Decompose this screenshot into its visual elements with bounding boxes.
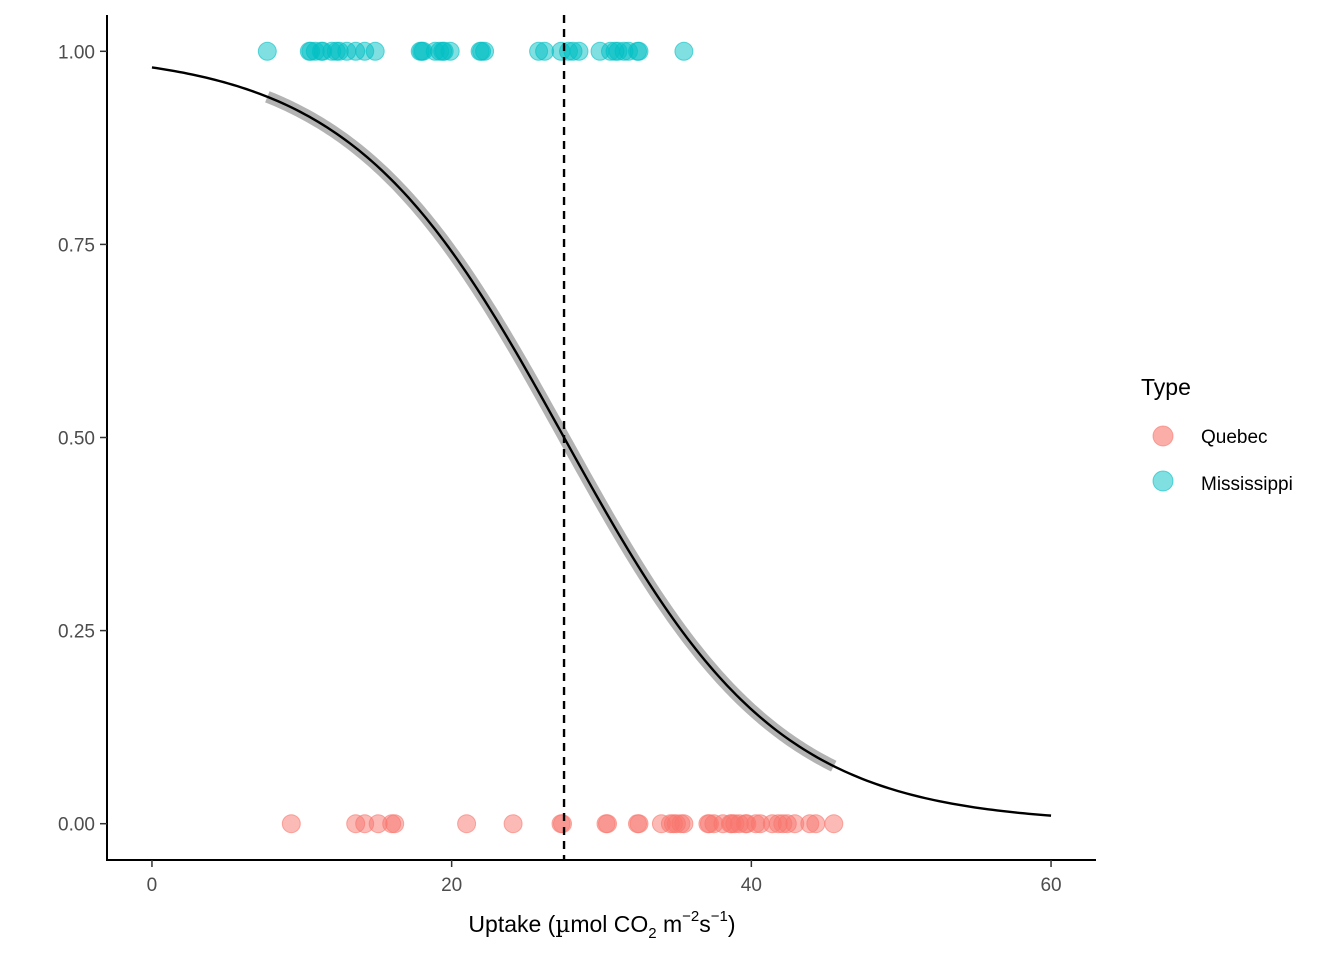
data-point-quebec [281,814,301,834]
legend-key-mississippi [1152,470,1174,492]
y-tick-label: 1.00 [58,42,95,63]
x-axis-title-close: ) [728,911,736,937]
x-tick-label: 0 [147,875,158,896]
y-tick-label: 0.25 [58,622,95,643]
data-point-mississippi [440,41,460,61]
data-point-mississippi [569,41,589,61]
legend-title: Type [1141,374,1191,400]
data-point-quebec [503,814,523,834]
plot-marks [151,15,1052,860]
axis-ticks: 0 20 40 60 0.00 0.25 0.50 0.75 1.00 [58,42,1062,896]
confidence-band [265,91,837,772]
data-point-quebec [674,814,694,834]
x-tick-label: 40 [741,875,762,896]
x-axis-title-mu: µ [555,912,570,938]
data-point-mississippi [365,41,385,61]
x-axis-title-subscript: 2 [648,925,656,942]
data-point-quebec [457,814,477,834]
y-tick-label: 0.50 [58,429,95,450]
data-point-mississippi [535,41,555,61]
y-tick-label: 0.00 [58,815,95,836]
data-point-mississippi [674,41,694,61]
x-axis-title-main: Uptake ( [468,911,555,937]
data-point-quebec [598,814,617,834]
data-point-mississippi [475,41,495,61]
x-axis-title: Uptake (µmol CO2 m−2s−1) [468,908,735,942]
x-axis-title-s: s [699,911,711,937]
legend-label-mississippi: Mississippi [1201,474,1293,495]
x-axis-title-m: m [657,911,683,937]
data-point-quebec [806,814,826,834]
data-point-quebec [553,814,572,834]
legend-key-quebec [1152,425,1174,447]
data-point-quebec [385,814,405,834]
data-point-mississippi [257,41,277,61]
legend: Type Quebec Mississippi [1141,374,1293,495]
x-axis-title-m-superscript: −2 [682,908,699,925]
data-point-quebec [824,814,844,834]
legend-label-quebec: Quebec [1201,427,1268,448]
x-axis-title-unit: mol CO [570,911,648,937]
y-tick-label: 0.75 [58,235,95,256]
fitted-logistic-curve [151,66,1052,817]
x-axis-title-s-superscript: −1 [711,908,728,925]
x-tick-label: 20 [441,875,462,896]
data-point-quebec [629,814,649,834]
x-tick-label: 60 [1040,875,1061,896]
data-point-mississippi [629,41,649,61]
